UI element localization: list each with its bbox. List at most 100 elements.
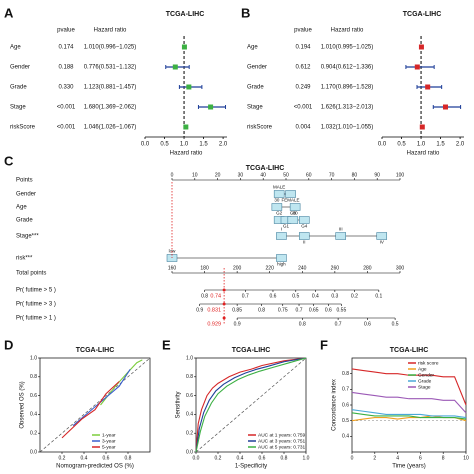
scale-label: 0.6 [269, 293, 276, 299]
x-tick-label: 0.5 [160, 142, 169, 148]
y-tick-label: 0.4 [186, 412, 193, 418]
level-label: FEMALE [282, 198, 300, 203]
highlight-label: 0.831 [207, 307, 221, 313]
x-tick-label: 10 [463, 455, 469, 461]
hr-marker [418, 44, 424, 50]
legend-label: 1-year [102, 432, 116, 438]
y-tick-label: 0.4 [30, 412, 37, 418]
scale-label: 0.65 [309, 307, 319, 313]
row-label: riskScore [247, 125, 273, 131]
row-label: Gender [247, 65, 267, 71]
y-tick-label: 0.6 [342, 402, 349, 408]
panel-title: TCGA-LIHC [166, 11, 205, 18]
scale-label: 180 [200, 265, 209, 271]
legend-label: AUC at 3 years: 0.751 [258, 438, 306, 444]
x-tick-label: 0.0 [141, 142, 150, 148]
x-tick-label: 1.5 [436, 142, 445, 148]
x-tick-label: 1.5 [199, 142, 208, 148]
hr-marker [442, 104, 448, 110]
hr-marker [419, 124, 425, 130]
x-tick-label: 2.0 [219, 142, 228, 148]
row-label: Pr( futime > 1 ) [16, 316, 56, 322]
level-box [298, 216, 310, 224]
legend-label: 3-year [102, 438, 116, 444]
hr-marker [183, 124, 189, 130]
y-tick-label: 0.2 [186, 431, 193, 437]
pvalue: 0.194 [295, 45, 311, 51]
x-tick-label: 0 [351, 455, 354, 461]
diagonal [39, 357, 151, 453]
highlight-label: 0.929 [207, 321, 221, 327]
scale-label: 80 [352, 172, 358, 178]
scale-label: 0.5 [392, 321, 399, 327]
row-label: Pr( futime > 3 ) [16, 302, 56, 308]
scale-label: 0.8 [299, 321, 306, 327]
x-tick-label: 0.0 [378, 142, 387, 148]
scale-label: 20 [215, 172, 221, 178]
scale-label: 240 [298, 265, 307, 271]
x-tick-label: 0.5 [397, 142, 406, 148]
hr-label: 1.046(1.026−1.067) [84, 125, 137, 131]
panel-label: A [4, 5, 14, 20]
level-box [335, 232, 346, 240]
level-box [276, 254, 287, 262]
hr-label: 1.170(0.896−1.528) [321, 85, 374, 91]
scale-label: 220 [266, 265, 275, 271]
scale-label: 0.9 [196, 307, 203, 313]
series-line [195, 357, 307, 453]
legend-label: AUC at 1 years: 0.759 [258, 432, 306, 438]
y-tick-label: 0.6 [186, 393, 193, 399]
scale-label: 100 [396, 172, 405, 178]
row-label: Age [247, 45, 258, 51]
legend-label: Gender [418, 372, 434, 378]
column-header: Hazard ratio [94, 28, 127, 34]
scale-label: 0.6 [364, 321, 371, 327]
column-header: Hazard ratio [331, 28, 364, 34]
scale-label: 0.7 [335, 321, 342, 327]
level-box [271, 203, 283, 211]
hr-marker [186, 84, 192, 90]
row-label: Points [16, 178, 33, 184]
hr-label: 0.776(0.531−1.132) [84, 65, 137, 71]
hr-marker [208, 104, 214, 110]
y-tick-label: 0.0 [30, 449, 37, 455]
x-tick-label: 0.2 [215, 455, 222, 461]
x-tick-label: 1.0 [180, 142, 189, 148]
scale-label: 0.85 [232, 307, 242, 313]
row-label: riskScore [10, 125, 36, 131]
level-label: II [303, 240, 306, 245]
scale-label: 30 [238, 172, 244, 178]
row-label: Stage*** [16, 234, 39, 240]
scale-label: 0.8 [258, 307, 265, 313]
scale-label: 0 [171, 172, 174, 178]
level-box [276, 232, 287, 240]
row-label: risk*** [16, 256, 33, 262]
column-header: pvalue [57, 28, 75, 34]
panel-label: F [320, 337, 328, 352]
scale-label: 260 [331, 265, 340, 271]
hr-marker [181, 44, 187, 50]
x-tick-label: 0.6 [103, 455, 110, 461]
legend-label: AUC at 5 years: 0.731 [258, 444, 306, 450]
y-tick-label: 0.5 [342, 418, 349, 424]
row-label: Stage [10, 105, 26, 111]
scale-label: 0.6 [325, 307, 332, 313]
x-tick-label: 4 [396, 455, 399, 461]
panel-title: TCGA-LIHC [403, 11, 442, 18]
row-label: Total points [16, 271, 46, 277]
row-label: Stage [247, 105, 263, 111]
x-tick-label: 0.6 [259, 455, 266, 461]
x-axis-label: Hazard ratio [407, 151, 440, 157]
hr-label: 0.904(0.612−1.336) [321, 65, 374, 71]
level-box [273, 190, 285, 198]
y-axis-label: Observed OS (%) [20, 381, 26, 428]
scale-label: 50 [283, 172, 289, 178]
scale-label: 0.5 [292, 293, 299, 299]
legend-label: Grade [418, 378, 432, 384]
scale-label: 0.3 [331, 293, 338, 299]
scale-label: 300 [396, 265, 405, 271]
x-axis-label: Hazard ratio [170, 151, 203, 157]
panel-title: TCGA-LIHC [246, 165, 285, 172]
panel-title: TCGA-LIHC [232, 347, 271, 354]
level-label: 80 [293, 211, 299, 216]
